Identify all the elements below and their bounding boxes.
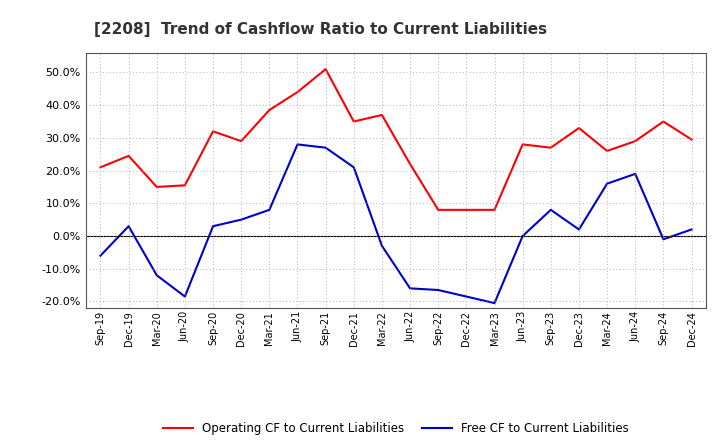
Operating CF to Current Liabilities: [490, 207, 499, 213]
Free CF to Current Liabilities: [349, 165, 358, 170]
Free CF to Current Liabilities: [377, 243, 386, 249]
Operating CF to Current Liabilities: [321, 66, 330, 72]
Operating CF to Current Liabilities: [237, 139, 246, 144]
Text: [2208]  Trend of Cashflow Ratio to Current Liabilities: [2208] Trend of Cashflow Ratio to Curren…: [94, 22, 546, 37]
Free CF to Current Liabilities: [659, 237, 667, 242]
Operating CF to Current Liabilities: [349, 119, 358, 124]
Operating CF to Current Liabilities: [125, 153, 133, 158]
Free CF to Current Liabilities: [518, 233, 527, 238]
Free CF to Current Liabilities: [293, 142, 302, 147]
Free CF to Current Liabilities: [631, 171, 639, 176]
Line: Free CF to Current Liabilities: Free CF to Current Liabilities: [101, 144, 691, 303]
Free CF to Current Liabilities: [153, 273, 161, 278]
Line: Operating CF to Current Liabilities: Operating CF to Current Liabilities: [101, 69, 691, 210]
Operating CF to Current Liabilities: [181, 183, 189, 188]
Operating CF to Current Liabilities: [434, 207, 443, 213]
Operating CF to Current Liabilities: [575, 125, 583, 131]
Free CF to Current Liabilities: [434, 287, 443, 293]
Free CF to Current Liabilities: [265, 207, 274, 213]
Free CF to Current Liabilities: [209, 224, 217, 229]
Operating CF to Current Liabilities: [546, 145, 555, 150]
Free CF to Current Liabilities: [237, 217, 246, 222]
Free CF to Current Liabilities: [96, 253, 105, 258]
Operating CF to Current Liabilities: [603, 148, 611, 154]
Free CF to Current Liabilities: [575, 227, 583, 232]
Operating CF to Current Liabilities: [687, 137, 696, 142]
Operating CF to Current Liabilities: [518, 142, 527, 147]
Legend: Operating CF to Current Liabilities, Free CF to Current Liabilities: Operating CF to Current Liabilities, Fre…: [163, 422, 629, 435]
Operating CF to Current Liabilities: [96, 165, 105, 170]
Operating CF to Current Liabilities: [659, 119, 667, 124]
Operating CF to Current Liabilities: [631, 139, 639, 144]
Free CF to Current Liabilities: [603, 181, 611, 186]
Operating CF to Current Liabilities: [153, 184, 161, 190]
Operating CF to Current Liabilities: [406, 161, 415, 167]
Free CF to Current Liabilities: [687, 227, 696, 232]
Free CF to Current Liabilities: [125, 224, 133, 229]
Free CF to Current Liabilities: [406, 286, 415, 291]
Free CF to Current Liabilities: [321, 145, 330, 150]
Operating CF to Current Liabilities: [293, 89, 302, 95]
Operating CF to Current Liabilities: [377, 112, 386, 117]
Operating CF to Current Liabilities: [462, 207, 471, 213]
Operating CF to Current Liabilities: [209, 128, 217, 134]
Free CF to Current Liabilities: [462, 294, 471, 299]
Free CF to Current Liabilities: [181, 294, 189, 299]
Free CF to Current Liabilities: [490, 301, 499, 306]
Operating CF to Current Liabilities: [265, 107, 274, 113]
Free CF to Current Liabilities: [546, 207, 555, 213]
